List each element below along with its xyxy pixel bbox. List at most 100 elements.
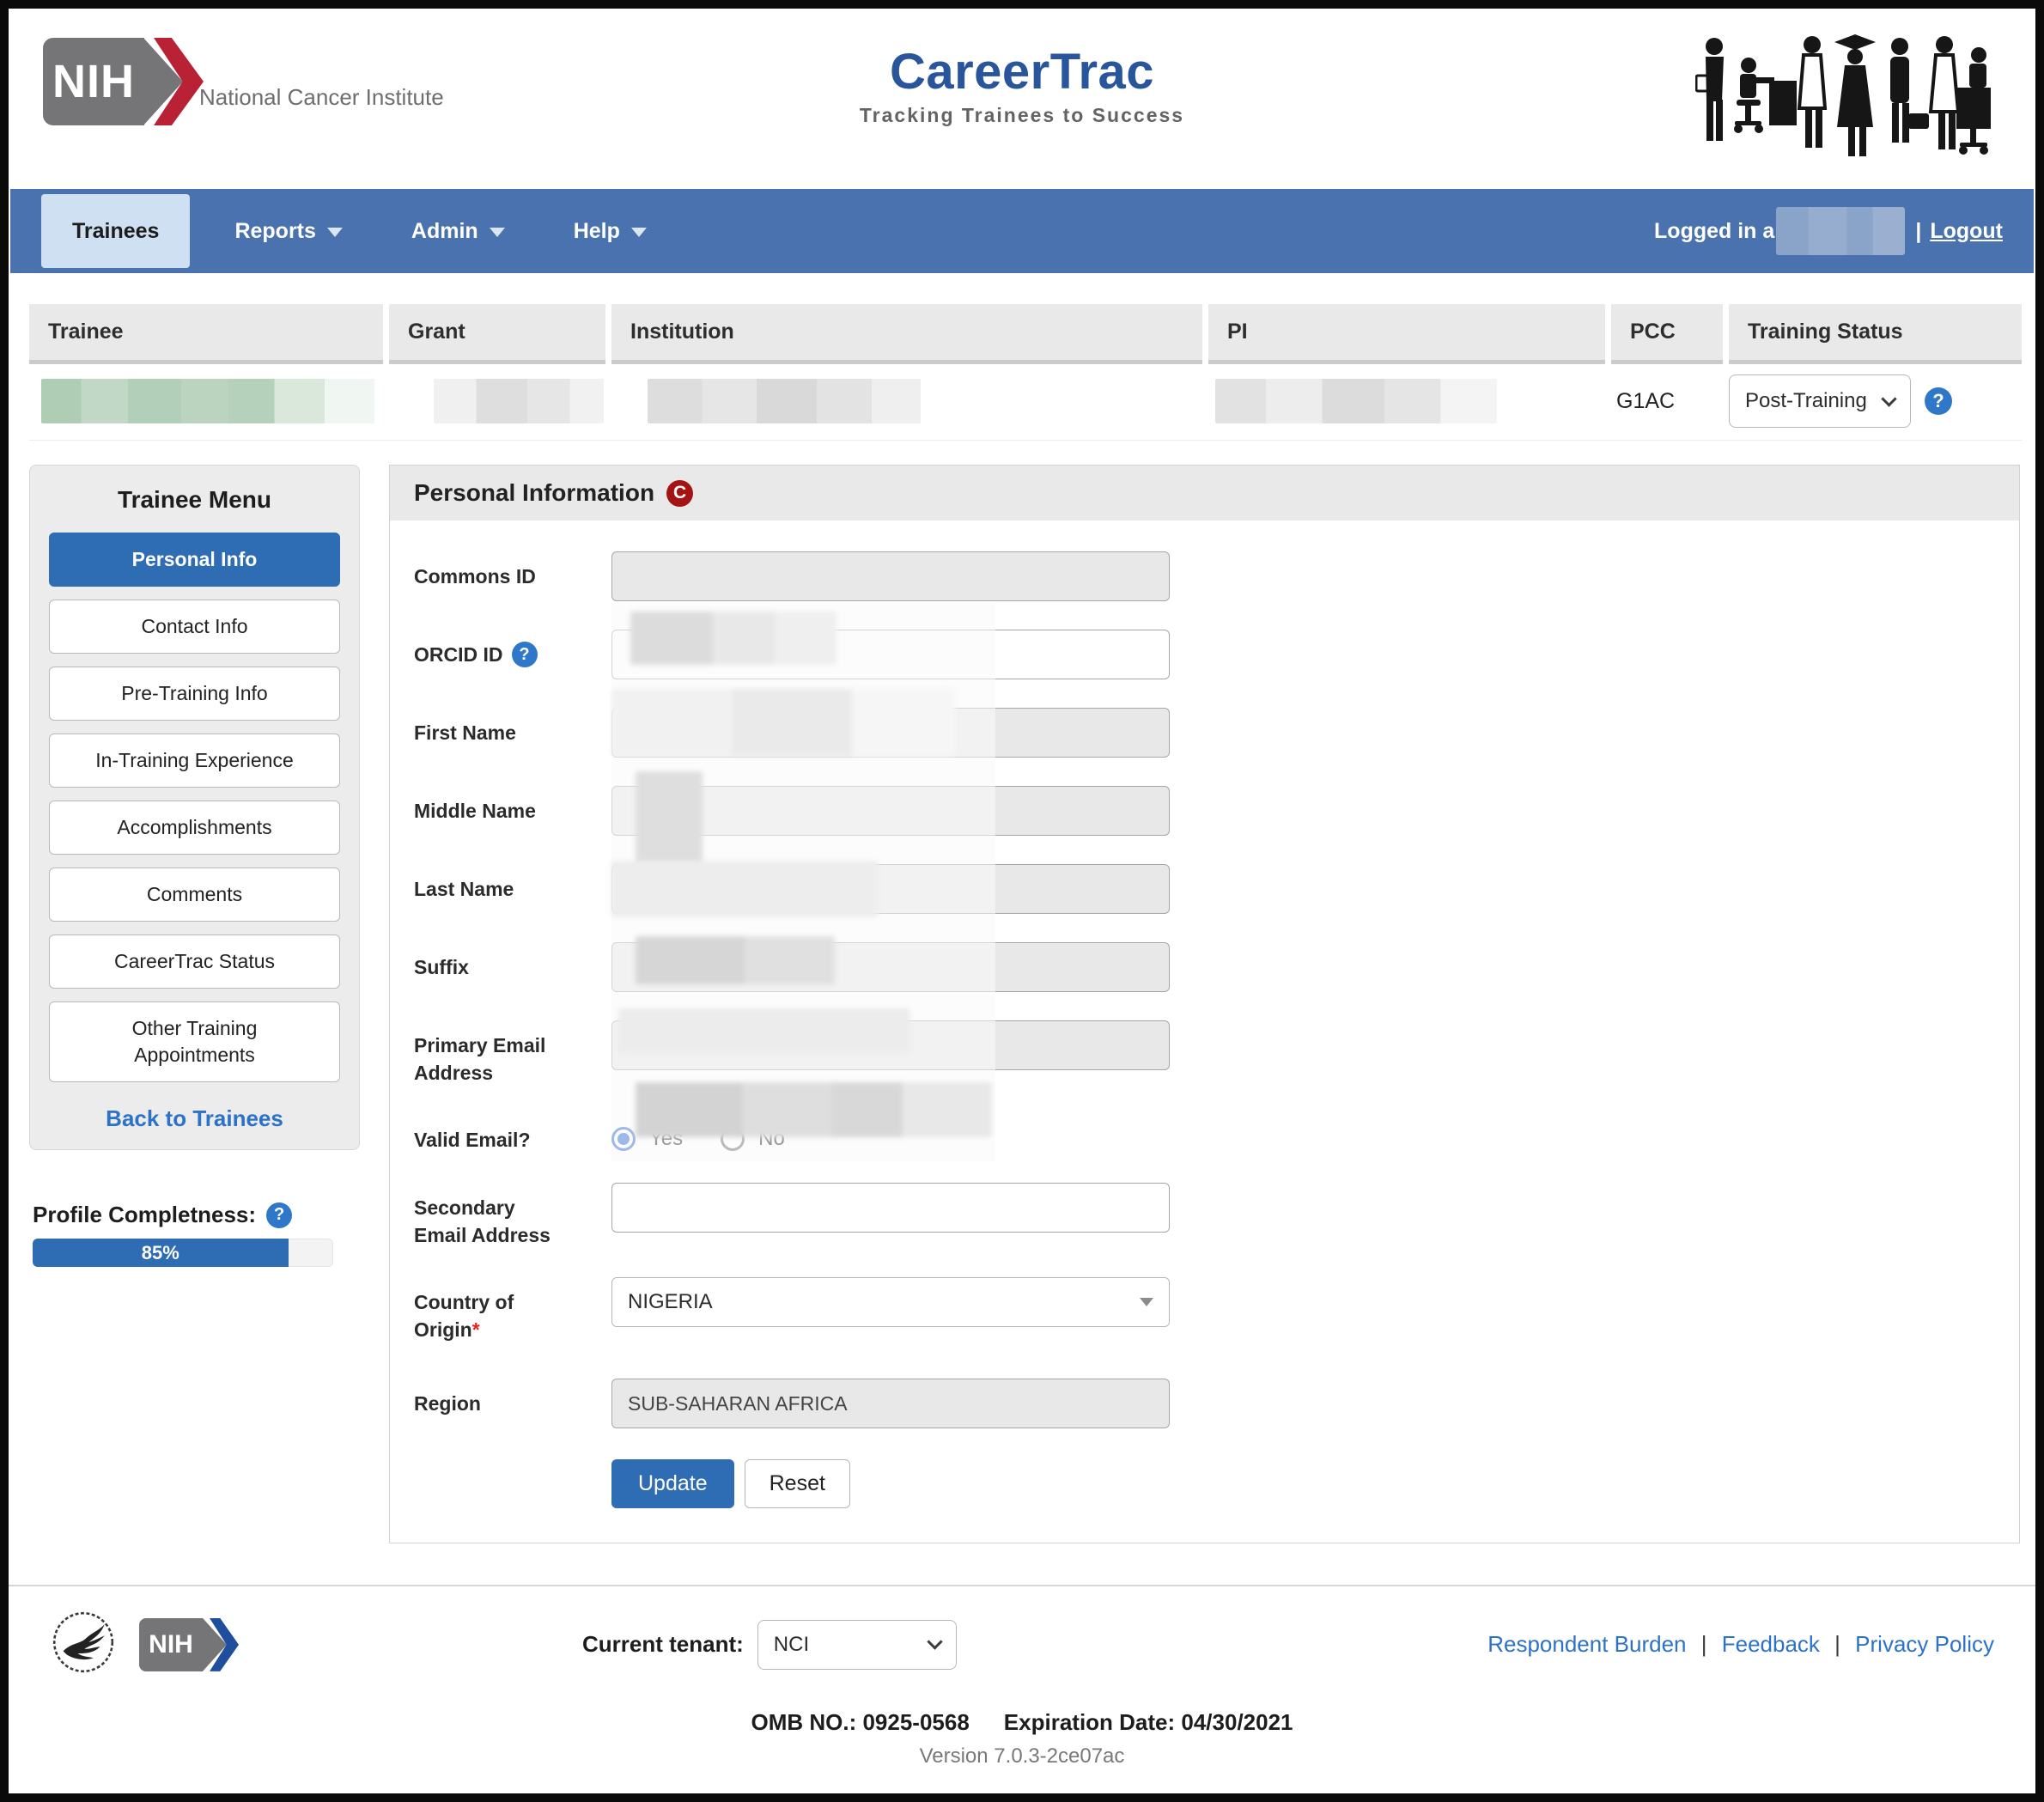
username-redacted (1776, 207, 1906, 255)
sidebar-item-accomplishments[interactable]: Accomplishments (49, 801, 340, 855)
valid-email-yes-radio[interactable] (611, 1126, 636, 1151)
training-status-select[interactable]: Post-Training (1729, 374, 1911, 428)
grant-cell (389, 379, 605, 423)
middle-name-label: Middle Name (414, 800, 536, 822)
current-tenant-label: Current tenant: (582, 1631, 744, 1658)
nav-user-area: Logged in a | Logout (1654, 207, 2003, 255)
secondary-email-label: Secondary Email Address (414, 1196, 551, 1246)
first-name-label: First Name (414, 721, 516, 744)
primary-email-label: Primary Email Address (414, 1034, 546, 1085)
omb-block: OMB NO.: 0925-0568 Expiration Date: 04/30… (9, 1709, 2035, 1769)
respondent-burden-link[interactable]: Respondent Burden (1487, 1631, 1687, 1658)
profile-completeness-label: Profile Completness: (33, 1202, 257, 1228)
caret-down-icon (326, 228, 343, 237)
valid-email-radio-group: Yes No (611, 1115, 809, 1154)
footer-logos: NIH (50, 1609, 239, 1680)
form-row: Suffix (414, 942, 2019, 992)
nih-logo-text: NIH (52, 56, 135, 107)
sidebar-item-comments[interactable]: Comments (49, 868, 340, 922)
form-buttons-row: Update Reset (611, 1459, 2019, 1509)
valid-email-label: Valid Email? (414, 1129, 531, 1152)
suffix-label: Suffix (414, 956, 469, 978)
sidebar-item-careertrac-status[interactable]: CareerTrac Status (49, 934, 340, 989)
panel-header: Personal Information C (390, 466, 2019, 521)
form-row: Commons ID (414, 551, 2019, 601)
logout-link[interactable]: Logout (1930, 218, 2003, 243)
clinical-badge-icon: C (666, 479, 694, 507)
profile-completeness-help-icon[interactable]: ? (266, 1202, 293, 1228)
privacy-policy-link[interactable]: Privacy Policy (1855, 1631, 1994, 1658)
training-status-help-icon[interactable]: ? (1925, 387, 1952, 415)
footer-separator: | (1700, 1631, 1707, 1658)
trainee-menu-panel: Trainee Menu Personal Info Contact Info … (29, 465, 360, 1151)
valid-email-yes-label: Yes (649, 1126, 684, 1150)
sidebar-item-in-training-experience[interactable]: In-Training Experience (49, 734, 340, 788)
chevron-down-icon (1881, 390, 1897, 407)
trainee-table-row: G1AC Post-Training ? (29, 364, 2022, 441)
valid-email-no-label: No (758, 1126, 785, 1150)
required-marker: * (471, 1318, 480, 1342)
valid-email-no-radio[interactable] (721, 1126, 745, 1151)
caret-down-icon (489, 228, 505, 237)
form-row: Primary Email Address (414, 1020, 2019, 1087)
reset-button[interactable]: Reset (744, 1459, 850, 1509)
logged-in-text: Logged in a (1654, 218, 1775, 243)
nav-tab-trainees[interactable]: Trainees (41, 194, 191, 268)
current-tenant-value: NCI (773, 1632, 810, 1656)
orcid-label-row: ORCID ID ? (414, 630, 558, 679)
footer: NIH Current tenant: NCI Respondent Burde… (50, 1609, 1994, 1680)
secondary-email-input[interactable] (611, 1182, 1170, 1233)
nih-nci-logo: NIH (43, 38, 204, 125)
content-area: Trainee Menu Personal Info Contact Info … (29, 465, 2020, 1544)
omb-number: OMB NO.: 0925-0568 (751, 1709, 970, 1736)
page-header: NIH National Cancer Institute CareerTrac… (9, 9, 2035, 177)
form-row: Region (414, 1379, 2019, 1429)
footer-links: Respondent Burden | Feedback | Privacy P… (1487, 1631, 1994, 1658)
panel-title: Personal Information (414, 479, 655, 506)
region-input (611, 1379, 1170, 1429)
country-of-origin-select[interactable]: NIGERIA (611, 1276, 1170, 1327)
version-text: Version 7.0.3-2ce07ac (919, 1744, 1125, 1769)
app-tagline: Tracking Trainees to Success (859, 104, 1185, 126)
first-name-input (611, 708, 1170, 758)
orcid-input[interactable] (611, 630, 1170, 679)
country-of-origin-value: NIGERIA (628, 1289, 713, 1313)
profile-completeness-block: Profile Completness: ? 85% (29, 1202, 360, 1268)
hhs-logo (50, 1609, 117, 1680)
orcid-help-icon[interactable]: ? (511, 642, 538, 668)
update-button[interactable]: Update (611, 1459, 734, 1509)
column-header-grant: Grant (389, 304, 605, 364)
sidebar-item-personal-info[interactable]: Personal Info (49, 533, 340, 587)
sidebar-item-other-training-appointments[interactable]: Other Training Appointments (49, 1001, 340, 1083)
commons-id-input (611, 551, 1170, 601)
current-tenant-select[interactable]: NCI (757, 1619, 957, 1670)
nih-footer-logo-box: NIH (139, 1617, 203, 1671)
left-column: Trainee Menu Personal Info Contact Info … (29, 465, 360, 1268)
nav-item-admin-label: Admin (411, 218, 478, 243)
column-header-training-status: Training Status (1729, 304, 2022, 364)
form-row: Country of Origin* NIGERIA (414, 1276, 2019, 1343)
dropdown-arrow-icon (1140, 1297, 1153, 1306)
footer-divider (9, 1585, 2035, 1587)
institution-cell (611, 379, 1202, 423)
country-of-origin-label: Country of Origin* (414, 1277, 558, 1343)
grant-redacted (434, 379, 604, 423)
form-row: Valid Email? Yes No (414, 1115, 2019, 1154)
app-title-block: CareerTrac Tracking Trainees to Success (9, 43, 2035, 127)
feedback-link[interactable]: Feedback (1721, 1631, 1820, 1658)
nav-item-reports[interactable]: Reports (234, 219, 343, 244)
back-to-trainees-link[interactable]: Back to Trainees (106, 1105, 283, 1132)
training-status-value: Post-Training (1745, 389, 1867, 412)
column-header-pcc: PCC (1611, 304, 1723, 364)
sidebar-item-pre-training-info[interactable]: Pre-Training Info (49, 667, 340, 721)
trainee-table: Trainee Grant Institution PI PCC Trainin… (29, 304, 2022, 441)
caret-down-icon (630, 228, 647, 237)
commons-id-label: Commons ID (414, 565, 536, 587)
personal-information-panel: Personal Information C Commons ID ORCID … (389, 465, 2020, 1544)
nav-item-admin[interactable]: Admin (411, 219, 505, 244)
sidebar-item-contact-info[interactable]: Contact Info (49, 600, 340, 654)
nih-footer-logo-text: NIH (149, 1629, 193, 1659)
form-row: Last Name (414, 864, 2019, 914)
nav-item-help[interactable]: Help (574, 219, 647, 244)
